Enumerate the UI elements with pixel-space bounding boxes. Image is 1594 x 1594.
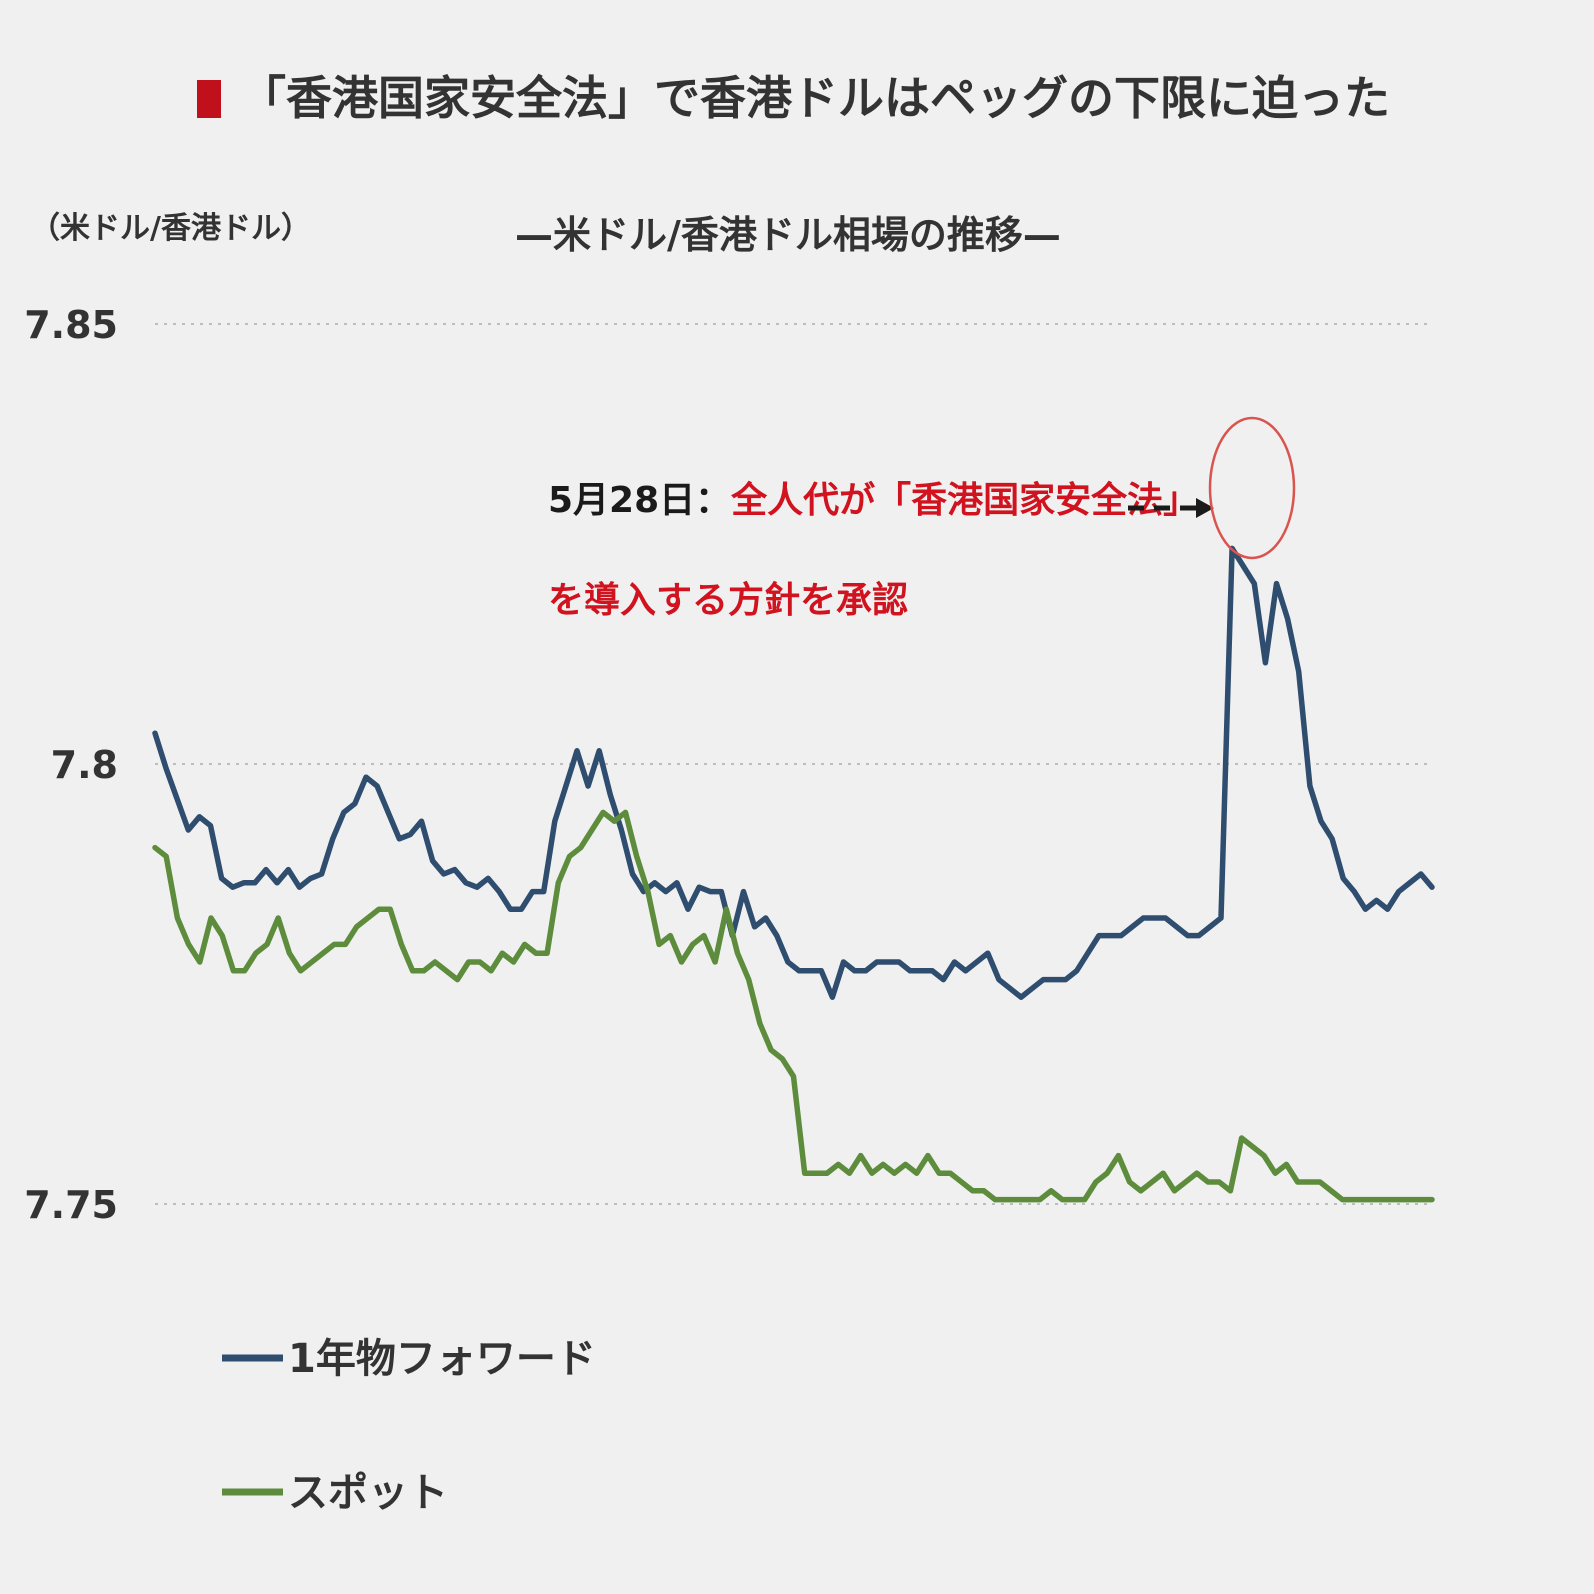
annotation-arrowhead <box>1196 498 1214 518</box>
y-tick-label: 7.75 <box>24 1183 118 1227</box>
y-axis-unit-label: （米ドル/香港ドル） <box>30 211 311 246</box>
chart-title: 「香港国家安全法」で香港ドルはペッグの下限に迫った <box>240 71 1390 125</box>
annotation-date: 5月28日：全人代が「香港国家安全法」 <box>548 479 1199 521</box>
series-line-spot <box>152 809 1435 1203</box>
annotation: 5月28日：全人代が「香港国家安全法」 を導入する方針を承認 <box>548 416 1296 621</box>
annotation-line1: 全人代が「香港国家安全法」 <box>730 479 1199 521</box>
series-lines <box>152 545 1435 1203</box>
y-tick-label: 7.8 <box>51 743 118 787</box>
legend: 1年物フォワード スポット <box>222 1336 596 1516</box>
y-tick-labels: 7.75 7.8 7.85 <box>24 303 118 1227</box>
annotation-line2: を導入する方針を承認 <box>548 580 908 621</box>
y-tick-label: 7.85 <box>24 303 118 347</box>
chart-subtitle: —米ドル/香港ドル相場の推移— <box>515 213 1061 257</box>
legend-label-forward: 1年物フォワード <box>288 1336 596 1382</box>
title-marker <box>197 80 221 118</box>
highlight-circle <box>1208 416 1296 560</box>
legend-label-spot: スポット <box>288 1470 448 1516</box>
gridlines <box>155 323 1432 1205</box>
series-line-forward <box>152 545 1435 1000</box>
